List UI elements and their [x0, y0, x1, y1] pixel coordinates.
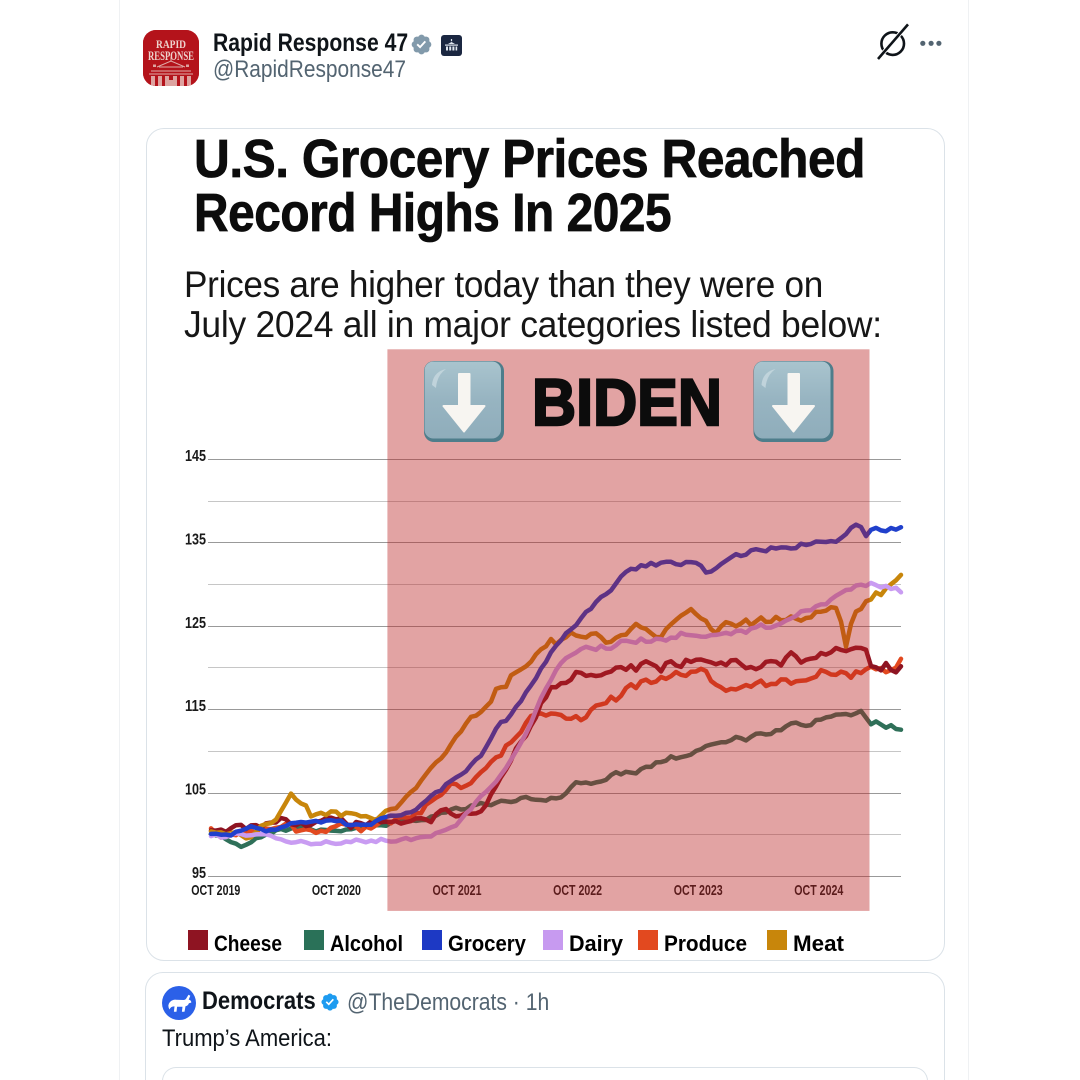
svg-text:BIDEN: BIDEN — [532, 365, 722, 439]
svg-text:115: 115 — [185, 698, 206, 715]
svg-text:105: 105 — [185, 782, 206, 799]
svg-text:RESPONSE: RESPONSE — [148, 49, 194, 63]
svg-text:OCT 2024: OCT 2024 — [794, 882, 843, 899]
svg-text:95: 95 — [192, 865, 206, 882]
svg-text:135: 135 — [185, 531, 206, 548]
svg-text:Cheese: Cheese — [214, 931, 282, 956]
svg-text:OCT 2021: OCT 2021 — [433, 882, 482, 899]
svg-text:OCT 2022: OCT 2022 — [553, 882, 602, 899]
svg-text:OCT 2020: OCT 2020 — [312, 882, 361, 899]
svg-text:Alcohol: Alcohol — [330, 931, 403, 956]
svg-text:RAPID: RAPID — [156, 37, 186, 51]
svg-text:OCT 2023: OCT 2023 — [674, 882, 723, 899]
svg-text:Grocery: Grocery — [448, 931, 526, 956]
svg-text:Produce: Produce — [664, 931, 747, 956]
svg-text:125: 125 — [185, 615, 206, 632]
svg-text:Dairy: Dairy — [569, 931, 623, 956]
svg-text:145: 145 — [185, 448, 206, 465]
svg-text:OCT 2019: OCT 2019 — [191, 882, 240, 899]
svg-text:Meat: Meat — [793, 931, 845, 956]
